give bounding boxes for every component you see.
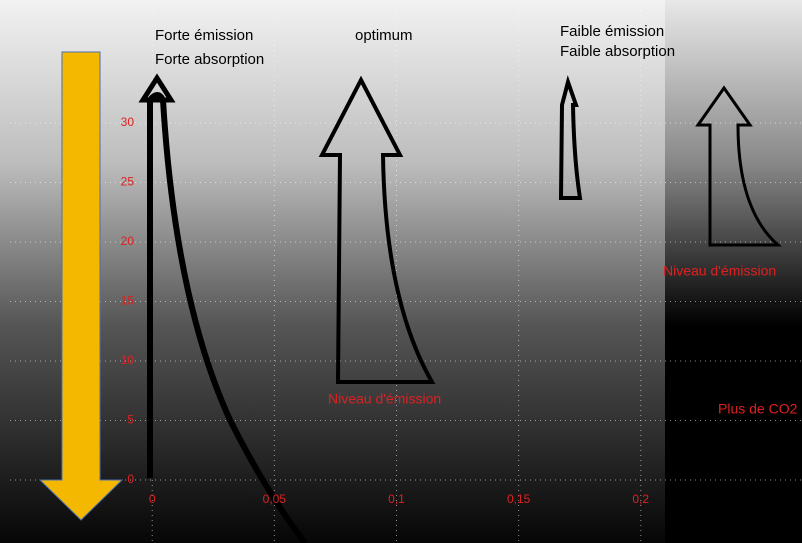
x-tick-label: 0 xyxy=(149,492,156,506)
diagram: 0 5 10 15 20 25 30 0 0,05 0,1 0,15 0,2 Forte émissi… xyxy=(0,0,802,543)
x-tick-label: 0,2 xyxy=(632,492,649,506)
annotation: optimum xyxy=(355,27,413,44)
annotation: Faible absorption xyxy=(560,43,675,60)
annotation: Forte émission xyxy=(155,27,253,44)
y-tick-label: 20 xyxy=(121,234,135,248)
annotation: Faible émission xyxy=(560,23,664,40)
y-tick-label: 5 xyxy=(127,413,134,427)
annotation: Niveau d'émission xyxy=(328,391,441,407)
annotation: Plus de CO2 xyxy=(718,401,798,417)
y-tick-label: 25 xyxy=(121,175,135,189)
y-tick-label: 15 xyxy=(121,294,135,308)
y-tick-label: 0 xyxy=(127,472,134,486)
annotation: Niveau d'émission xyxy=(663,263,776,279)
annotation: Forte absorption xyxy=(155,51,264,68)
x-tick-label: 0,15 xyxy=(507,492,531,506)
x-tick-label: 0,05 xyxy=(263,492,287,506)
x-tick-label: 0,1 xyxy=(388,492,405,506)
y-tick-label: 10 xyxy=(121,353,135,367)
y-tick-label: 30 xyxy=(121,115,135,129)
page: {"chart_data": {"type": "line", "series"… xyxy=(0,0,802,543)
